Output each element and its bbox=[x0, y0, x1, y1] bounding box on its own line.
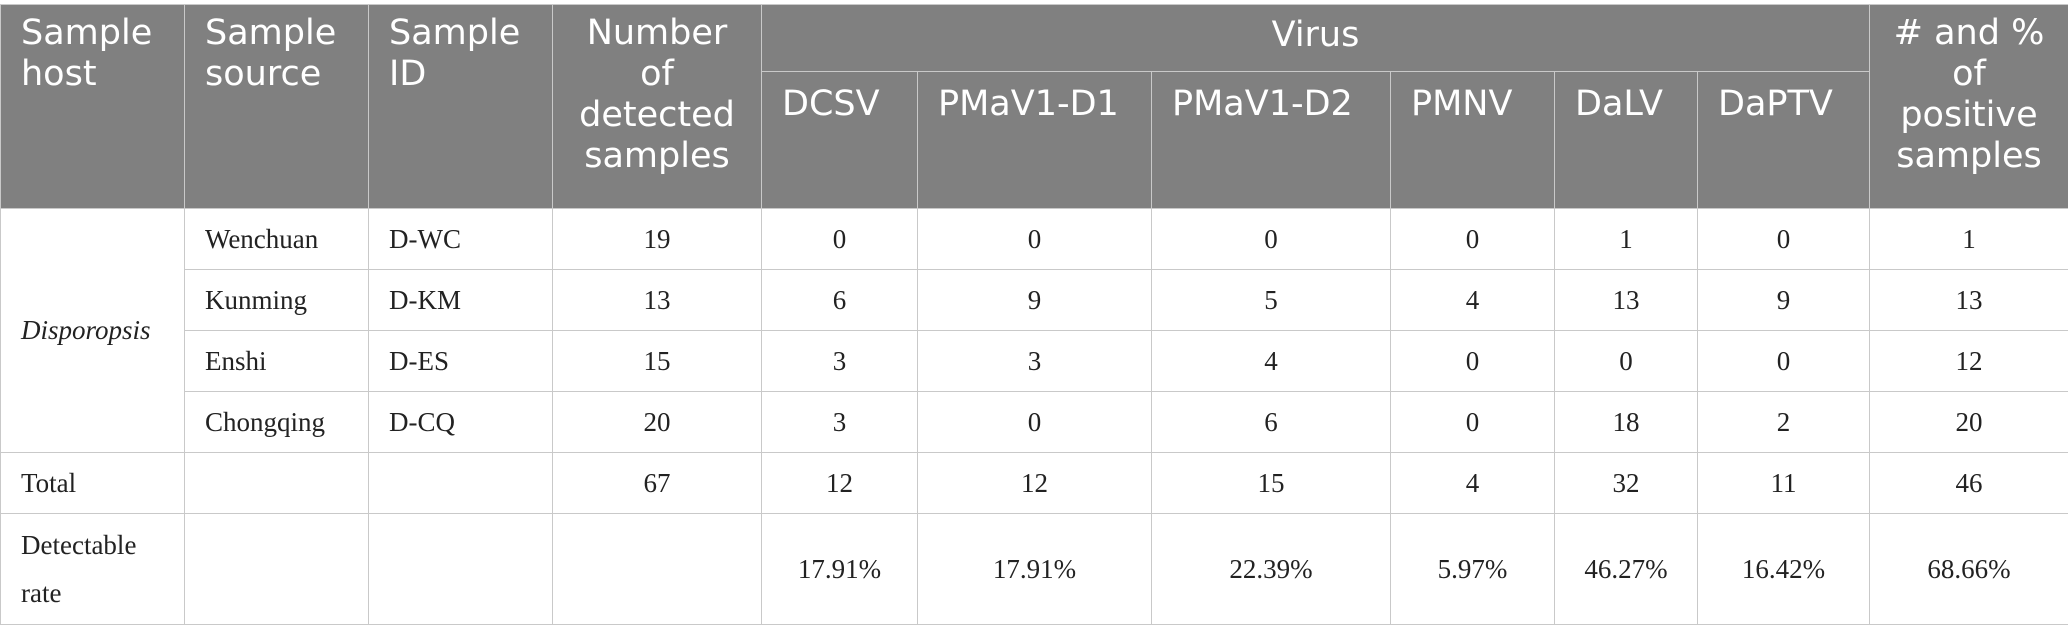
virus-value-cell: 0 bbox=[1390, 208, 1555, 270]
virus-value-cell: 9 bbox=[917, 269, 1152, 331]
empty-cell bbox=[552, 513, 762, 625]
rate-positive-cell: 68.66% bbox=[1869, 513, 2068, 625]
virus-value-cell: 0 bbox=[1697, 208, 1870, 270]
virus-value-cell: 4 bbox=[1390, 269, 1555, 331]
total-virus-cell: 4 bbox=[1390, 452, 1555, 514]
virus-value-cell: 1 bbox=[1554, 208, 1698, 270]
total-number-cell: 67 bbox=[552, 452, 762, 514]
header-sample-id: Sample ID bbox=[368, 4, 553, 209]
virus-value-cell: 2 bbox=[1697, 391, 1870, 453]
virus-value-cell: 6 bbox=[761, 269, 918, 331]
virus-detection-table: Sample host Sample source Sample ID Numb… bbox=[0, 4, 2068, 625]
virus-value-cell: 0 bbox=[1697, 330, 1870, 392]
number-cell: 13 bbox=[552, 269, 762, 331]
header-virus-pmav1-d1: PMaV1-D1 bbox=[917, 71, 1152, 209]
virus-value-cell: 18 bbox=[1554, 391, 1698, 453]
header-number-detected: Number of detected samples bbox=[552, 4, 762, 209]
virus-value-cell: 3 bbox=[761, 391, 918, 453]
header-sample-source: Sample source bbox=[184, 4, 369, 209]
source-cell: Wenchuan bbox=[184, 208, 369, 270]
total-row: Total 67 12 12 15 4 32 11 46 bbox=[0, 452, 2068, 514]
empty-cell bbox=[368, 452, 553, 514]
empty-cell bbox=[184, 452, 369, 514]
header-row-viruses: DCSV PMaV1-D1 PMaV1-D2 PMNV DaLV DaPTV bbox=[1, 71, 2068, 209]
empty-cell bbox=[184, 513, 369, 625]
id-cell: D-WC bbox=[368, 208, 553, 270]
total-virus-cell: 11 bbox=[1697, 452, 1870, 514]
rate-label: Detectable rate bbox=[0, 513, 185, 625]
positive-cell: 1 bbox=[1869, 208, 2068, 270]
total-label: Total bbox=[0, 452, 185, 514]
table-row: Chongqing D-CQ 20 3 0 6 0 18 2 20 bbox=[1, 391, 2068, 453]
header-virus-dalv: DaLV bbox=[1554, 71, 1698, 209]
header-virus-pmav1-d2: PMaV1-D2 bbox=[1151, 71, 1391, 209]
virus-value-cell: 0 bbox=[917, 391, 1152, 453]
number-cell: 15 bbox=[552, 330, 762, 392]
virus-value-cell: 0 bbox=[1554, 330, 1698, 392]
positive-cell: 12 bbox=[1869, 330, 2068, 392]
id-cell: D-CQ bbox=[368, 391, 553, 453]
table-row: Kunming D-KM 13 6 9 5 4 13 9 13 bbox=[1, 269, 2068, 331]
virus-value-cell: 0 bbox=[917, 208, 1152, 270]
virus-value-cell: 9 bbox=[1697, 269, 1870, 331]
header-virus-pmnv: PMNV bbox=[1390, 71, 1555, 209]
total-virus-cell: 32 bbox=[1554, 452, 1698, 514]
source-cell: Chongqing bbox=[184, 391, 369, 453]
positive-cell: 20 bbox=[1869, 391, 2068, 453]
source-cell: Enshi bbox=[184, 330, 369, 392]
table-row: Disporopsis Wenchuan D-WC 19 0 0 0 0 1 0… bbox=[0, 208, 2068, 453]
table-row: Enshi D-ES 15 3 3 4 0 0 0 12 bbox=[1, 330, 2068, 392]
virus-value-cell: 4 bbox=[1151, 330, 1391, 392]
host-cell: Disporopsis bbox=[0, 208, 185, 453]
virus-value-cell: 3 bbox=[761, 330, 918, 392]
header-virus-group: Virus bbox=[761, 4, 1870, 72]
number-cell: 20 bbox=[552, 391, 762, 453]
total-virus-cell: 15 bbox=[1151, 452, 1391, 514]
header-virus-dcsv: DCSV bbox=[761, 71, 918, 209]
positive-cell: 13 bbox=[1869, 269, 2068, 331]
rate-virus-cell: 22.39% bbox=[1151, 513, 1391, 625]
header-virus-daptv: DaPTV bbox=[1697, 71, 1870, 209]
rate-virus-cell: 46.27% bbox=[1554, 513, 1698, 625]
virus-value-cell: 13 bbox=[1554, 269, 1698, 331]
id-cell: D-KM bbox=[368, 269, 553, 331]
total-virus-cell: 12 bbox=[761, 452, 918, 514]
virus-value-cell: 5 bbox=[1151, 269, 1391, 331]
total-virus-cell: 12 bbox=[917, 452, 1152, 514]
rate-virus-cell: 5.97% bbox=[1390, 513, 1555, 625]
virus-value-cell: 0 bbox=[1390, 330, 1555, 392]
virus-value-cell: 0 bbox=[761, 208, 918, 270]
header-positive-samples: # and % of positive samples bbox=[1869, 4, 2068, 209]
detectable-rate-row: Detectable rate 17.91% 17.91% 22.39% 5.9… bbox=[0, 513, 2068, 625]
header-row-top: Sample host Sample source Sample ID Numb… bbox=[0, 4, 2068, 209]
virus-value-cell: 0 bbox=[1390, 391, 1555, 453]
virus-value-cell: 0 bbox=[1151, 208, 1391, 270]
virus-value-cell: 6 bbox=[1151, 391, 1391, 453]
rate-virus-cell: 17.91% bbox=[761, 513, 918, 625]
rate-virus-cell: 17.91% bbox=[917, 513, 1152, 625]
empty-cell bbox=[368, 513, 553, 625]
source-cell: Kunming bbox=[184, 269, 369, 331]
id-cell: D-ES bbox=[368, 330, 553, 392]
total-positive-cell: 46 bbox=[1869, 452, 2068, 514]
number-cell: 19 bbox=[552, 208, 762, 270]
virus-value-cell: 3 bbox=[917, 330, 1152, 392]
header-sample-host: Sample host bbox=[0, 4, 185, 209]
rate-virus-cell: 16.42% bbox=[1697, 513, 1870, 625]
